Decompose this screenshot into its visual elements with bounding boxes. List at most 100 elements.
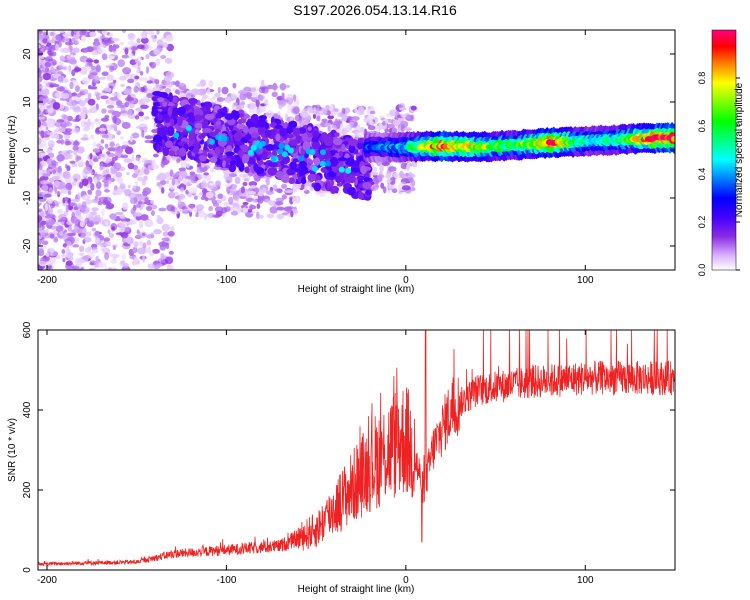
- spectrogram-cell: [66, 55, 72, 60]
- spectrogram-cell: [214, 92, 222, 98]
- spectrogram-cell: [369, 110, 376, 115]
- spectrogram-cell: [142, 242, 147, 249]
- spectrogram-cell: [94, 91, 99, 97]
- spectrogram-cell: [345, 167, 352, 174]
- spectrogram-cell: [232, 194, 240, 202]
- spectrogram-cell: [123, 88, 132, 95]
- spectrogram-cell: [38, 208, 43, 212]
- spectrogram-cell: [49, 233, 55, 239]
- spectrogram-cell: [168, 264, 175, 270]
- spectrogram-cell: [226, 185, 231, 194]
- spectrogram-cell: [121, 54, 130, 59]
- spectrogram-cell: [119, 75, 127, 81]
- spectrogram-cell: [139, 220, 144, 229]
- spectrogram-cell: [93, 38, 99, 43]
- spectrogram-cell: [133, 212, 142, 217]
- spectrogram-cell: [341, 114, 348, 122]
- spectrogram-cell: [115, 171, 123, 178]
- spectrogram-cell: [48, 46, 53, 50]
- spectrogram-cell: [138, 231, 148, 238]
- spectrogram-cell: [103, 182, 109, 187]
- spectrogram-cell: [140, 104, 149, 110]
- spectrogram-cell: [402, 177, 411, 183]
- spectrogram-cell: [108, 46, 117, 52]
- spectrogram-cell: [171, 173, 179, 178]
- spectrogram-cell: [179, 193, 186, 201]
- spectrogram-cell: [225, 151, 235, 156]
- spectrogram-cell: [79, 245, 85, 253]
- spectrogram-xtick-label: 100: [577, 275, 594, 286]
- spectrogram-cell: [399, 107, 407, 111]
- spectrogram-cell: [101, 30, 108, 35]
- spectrogram-cell: [80, 216, 84, 222]
- snr-xlabel: Height of straight line (km): [298, 584, 415, 595]
- spectrogram-cell: [287, 147, 294, 154]
- spectrogram-cell: [154, 79, 160, 85]
- spectrogram-cell: [400, 124, 405, 133]
- spectrogram-cell: [73, 106, 82, 113]
- spectrogram-cell: [250, 92, 258, 98]
- spectrogram-cell: [113, 162, 122, 170]
- spectrogram-cell: [79, 100, 86, 107]
- spectrogram-cell: [85, 59, 94, 63]
- spectrogram-cell: [329, 156, 339, 167]
- spectrogram-cell: [69, 160, 76, 164]
- spectrogram-cell: [172, 96, 178, 103]
- spectrogram-cell: [75, 154, 79, 163]
- spectrogram-cell: [332, 137, 343, 146]
- spectrogram-cell: [163, 126, 169, 135]
- spectrogram-cell: [171, 178, 176, 186]
- spectrogram-cell: [382, 121, 386, 126]
- spectrogram-cell: [146, 234, 155, 239]
- spectrogram-cell: [67, 226, 72, 232]
- spectrogram-cell: [41, 184, 49, 191]
- spectrogram-cell: [121, 252, 127, 261]
- spectrogram-cell: [139, 116, 145, 122]
- spectrogram-cell: [404, 127, 412, 131]
- spectrogram-cell: [177, 106, 186, 116]
- spectrogram-cell: [224, 96, 232, 104]
- spectrogram-cell: [70, 216, 78, 224]
- spectrogram-cell: [312, 113, 316, 119]
- spectrogram-cell: [104, 220, 109, 227]
- spectrogram-cell: [167, 125, 175, 136]
- spectrogram-cell: [46, 131, 54, 136]
- spectrogram-cell: [42, 73, 52, 81]
- spectrogram-cell: [220, 146, 225, 152]
- spectrogram-cell: [178, 175, 183, 182]
- spectrogram-cell: [38, 212, 45, 217]
- spectrogram-cell: [71, 99, 78, 107]
- figure-title: S197.2026.054.13.14.R16: [293, 2, 457, 18]
- spectrogram-cell: [74, 116, 81, 123]
- spectrogram-cell: [42, 161, 46, 167]
- spectrogram-cell: [107, 177, 112, 185]
- spectrogram-cell: [281, 174, 290, 184]
- spectrogram-cell: [133, 86, 139, 93]
- spectrogram-cell: [267, 162, 278, 168]
- spectrogram-cell: [195, 212, 199, 218]
- spectrogram-cell: [269, 206, 278, 214]
- spectrogram-cell: [120, 83, 125, 88]
- spectrogram-cell: [239, 173, 248, 178]
- spectrogram-cell: [39, 261, 47, 265]
- spectrogram-cell: [153, 229, 162, 235]
- spectrogram-cell: [336, 121, 341, 129]
- spectrogram-cell: [131, 132, 140, 139]
- spectrogram-cell: [371, 183, 379, 191]
- spectrogram-cell: [386, 172, 392, 179]
- spectrogram-cell: [160, 179, 167, 186]
- snr-xtick-label: 100: [577, 575, 594, 586]
- spectrogram-cell: [133, 241, 138, 249]
- spectrogram-cell: [199, 165, 208, 172]
- spectrogram-cell: [95, 189, 102, 197]
- spectrogram-cell: [365, 189, 372, 196]
- spectrogram-cell: [347, 174, 356, 184]
- colorbar: [711, 29, 737, 271]
- spectrogram-cell: [49, 143, 54, 148]
- spectrogram-cell: [105, 168, 110, 174]
- spectrogram-cell: [149, 62, 153, 67]
- spectrogram-cell: [178, 167, 186, 172]
- spectrogram-cell: [165, 71, 175, 79]
- spectrogram-cell: [369, 119, 374, 125]
- spectrogram-cell: [100, 95, 109, 100]
